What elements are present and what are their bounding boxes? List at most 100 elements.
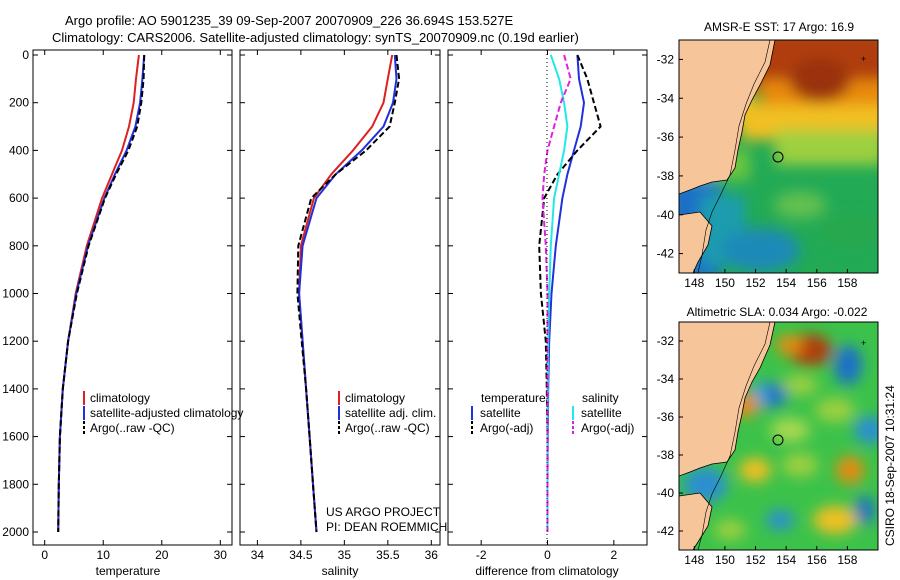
legend-label-argo: Argo(..raw -QC) [345,421,430,435]
y-tick-label: 1600 [2,430,29,444]
shelf-edge-line [697,40,771,273]
temperature-xlabel: temperature [96,564,161,578]
x-tick-label: 158 [837,276,857,290]
argo-float-marker [772,434,784,446]
y-tick-label: -38 [657,169,675,183]
y-tick-label: -34 [657,91,675,105]
pi-credit: PI: DEAN ROEMMICH [326,520,447,534]
legend-label-satellite: satellite adj. clim. [345,406,436,420]
y-tick-label: -42 [657,247,675,261]
y-tick-label: 200 [9,96,29,110]
x-tick-label: 158 [837,553,857,567]
y-tick-label: -34 [657,372,675,386]
legend-label-argo: Argo(..raw -QC) [90,421,175,435]
salinity-legend: climatology satellite adj. clim. Argo(..… [326,391,447,534]
side-timestamp: CSIRO 18-Sep-2007 10:31:24 [883,385,897,546]
x-tick-label: 148 [684,553,704,567]
series-line-argo-raw-qc- [296,54,401,533]
difference-legend: temperature satellite Argo(-adj) salinit… [471,391,634,435]
y-tick-label: 2000 [2,525,29,539]
legend-label-sal-satellite: satellite [581,406,622,420]
y-tick-label: -40 [657,208,675,222]
x-tick-label: 20 [155,548,169,562]
sst-map-image: + [679,40,878,273]
legend-heading-temperature: temperature [481,391,546,405]
city-marker-plus: + [861,54,866,64]
legend-label-temp-argo: Argo(-adj) [480,421,533,435]
y-tick-label: -36 [657,130,675,144]
x-tick-label: 0 [41,548,48,562]
legend-label-satellite: satellite-adjusted climatology [90,406,243,420]
series-line-climatology [298,54,394,533]
series-line-satellite-adjusted-climatology [57,54,146,533]
y-tick-label: 400 [9,143,29,157]
x-tick-label: 152 [746,553,766,567]
sst-map-ticks: 148 150 152 154 156 158 -32 -34 -36 -38 -40 -42 [657,52,858,290]
x-tick-label: 152 [746,276,766,290]
salinity-axes [239,49,441,546]
y-tick-label: -40 [657,486,675,500]
series-line-climatology [57,54,140,533]
y-tick-label: 1800 [2,477,29,491]
series-line-satellite-adj-clim- [298,54,398,533]
y-tick-label: -38 [657,448,675,462]
x-tick-label: 34 [251,548,265,562]
x-tick-label: 150 [715,553,735,567]
legend-heading-salinity: salinity [582,391,619,405]
y-tick-label: -32 [657,52,675,66]
x-tick-label: 150 [715,276,735,290]
y-tick-label: -32 [657,334,675,348]
city-marker-plus: + [861,338,866,348]
y-tick-label: 1400 [2,382,29,396]
x-tick-label: 10 [97,548,111,562]
sst-map-title: AMSR-E SST: 17 Argo: 16.9 [704,20,854,34]
axis-ticks: 0 10 20 30020040060080010001200140016001800… [2,48,647,562]
y-tick-label: -42 [657,524,675,538]
legend-label-climatology: climatology [345,391,405,405]
legend-label-climatology: climatology [90,391,150,405]
x-tick-label: 156 [807,553,827,567]
y-tick-label: 1200 [2,334,29,348]
y-tick-label: 600 [9,191,29,205]
y-tick-label: 1000 [2,287,29,301]
temperature-axes [32,49,233,546]
x-tick-label: -2 [476,548,487,562]
y-tick-label: 0 [22,48,29,62]
sla-map-axes [678,321,879,551]
legend-label-temp-satellite: satellite [480,406,521,420]
sla-map-title: Altimetric SLA: 0.034 Argo: -0.022 [687,305,868,319]
land-australia [679,40,776,195]
x-tick-label: 35 [338,548,352,562]
series-line-salinity-argo-adj- [541,54,572,532]
sla-map-ticks: 148 150 152 154 156 158 -32 -34 -36 -38 -40 -42 [657,334,858,567]
figure-title-line1: Argo profile: AO 5901235_39 09-Sep-2007 … [65,13,513,28]
difference-xlabel: difference from climatology [475,564,618,578]
land-australia [679,322,776,477]
x-tick-label: 156 [807,276,827,290]
x-tick-label: 2 [610,548,617,562]
series-line-salinity-satellite [546,54,569,532]
y-tick-label: 800 [9,239,29,253]
figure-title-line2: Climatology: CARS2006. Satellite-adjuste… [52,30,579,45]
temperature-legend: climatology satellite-adjusted climatolo… [83,391,243,435]
x-tick-label: 36 [425,548,439,562]
salinity-xlabel: salinity [322,564,359,578]
land-tasmania-coast [679,492,713,550]
x-tick-label: 30 [214,548,228,562]
argo-float-marker [772,151,784,163]
land-tasmania-coast [679,211,713,273]
sst-map-axes [678,39,879,274]
profile-lines [57,54,602,533]
series-line-temperature-satellite [546,54,585,532]
x-tick-label: 0 [544,548,551,562]
x-tick-label: 154 [776,553,796,567]
x-tick-label: 154 [776,276,796,290]
y-tick-label: -36 [657,410,675,424]
sla-map-image: + [679,322,878,550]
x-tick-label: 34.5 [289,548,313,562]
legend-label-sal-argo: Argo(-adj) [581,421,634,435]
x-tick-label: 35.5 [376,548,400,562]
series-line-argo-raw-qc- [57,54,146,533]
x-tick-label: 148 [684,276,704,290]
